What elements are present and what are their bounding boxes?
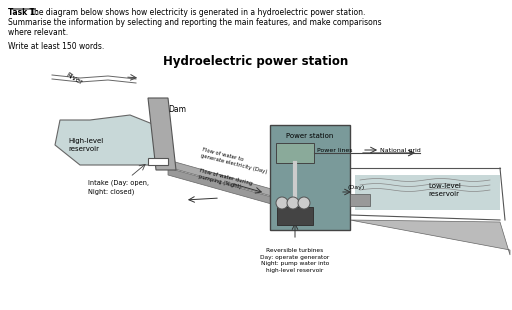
Text: Reversible turbines
Day: operate generator
Night: pump water into
high-level res: Reversible turbines Day: operate generat…	[261, 248, 330, 273]
FancyBboxPatch shape	[277, 207, 313, 225]
Text: Summarise the information by selecting and reporting the main features, and make: Summarise the information by selecting a…	[8, 18, 381, 27]
Text: Hydroelectric power station: Hydroelectric power station	[163, 55, 349, 68]
Text: Dam: Dam	[168, 105, 186, 114]
Text: High-level
reservoir: High-level reservoir	[68, 138, 103, 152]
Bar	[350, 194, 370, 206]
Text: Flow of water during
pumping (Night): Flow of water during pumping (Night)	[198, 168, 253, 192]
Polygon shape	[148, 98, 176, 170]
Text: Flow of water to
generate electricity (Day): Flow of water to generate electricity (D…	[200, 148, 269, 175]
Text: National grid: National grid	[380, 148, 421, 153]
Text: where relevant.: where relevant.	[8, 28, 68, 37]
Text: River: River	[65, 72, 83, 86]
Polygon shape	[55, 115, 160, 165]
Circle shape	[276, 197, 288, 209]
Text: (Day): (Day)	[348, 185, 365, 190]
Circle shape	[298, 197, 310, 209]
Polygon shape	[350, 220, 510, 255]
Text: Intake (Day: open,
Night: closed): Intake (Day: open, Night: closed)	[88, 180, 149, 195]
Bar	[276, 143, 314, 163]
Circle shape	[287, 197, 299, 209]
Text: The diagram below shows how electricity is generated in a hydroelectric power st: The diagram below shows how electricity …	[8, 8, 366, 17]
Polygon shape	[168, 160, 275, 197]
Text: Power station: Power station	[286, 133, 334, 139]
Text: Generator: Generator	[280, 150, 310, 156]
Text: (Night): (Night)	[284, 215, 306, 219]
Polygon shape	[168, 168, 275, 205]
Polygon shape	[355, 175, 500, 210]
Text: Task 1:: Task 1:	[8, 8, 38, 17]
Text: Power lines: Power lines	[317, 148, 354, 153]
FancyBboxPatch shape	[270, 125, 350, 230]
Text: Write at least 150 words.: Write at least 150 words.	[8, 42, 104, 51]
Polygon shape	[148, 158, 168, 165]
Text: Low-level
reservoir: Low-level reservoir	[428, 183, 461, 197]
